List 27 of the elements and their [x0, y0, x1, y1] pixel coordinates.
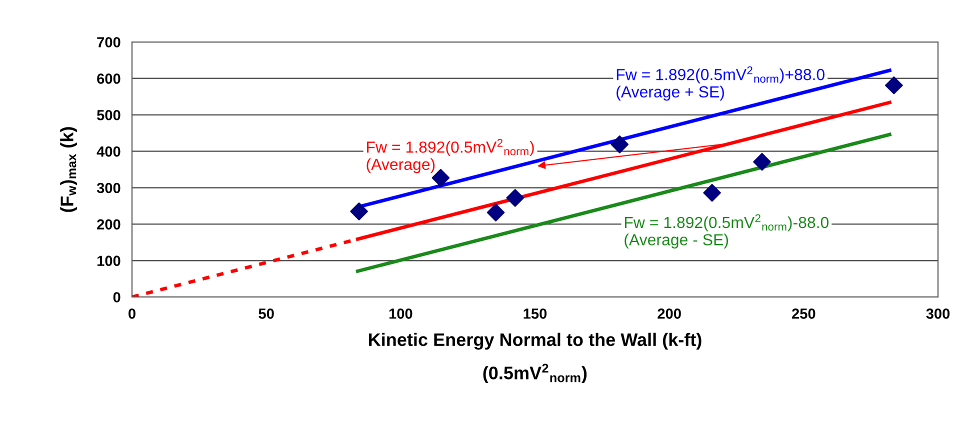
y-tick-label: 600 — [97, 74, 120, 84]
y-tick-label: 500 — [97, 110, 120, 120]
y-tick-label: 400 — [96, 146, 120, 157]
point — [753, 152, 771, 171]
y-tick-label: 100 — [97, 256, 120, 266]
x-tick-label: 150 — [524, 308, 547, 319]
text: Fw = 1.892(0.5mV$^{2}$$_{norm}$)+88.0 (Average + SE) — [616, 66, 824, 101]
y-tick-label: 0 — [113, 292, 120, 302]
point — [486, 204, 505, 222]
point — [703, 184, 721, 202]
y-tick-label: 200 — [97, 219, 120, 230]
y-tick-label: 300 — [96, 182, 120, 194]
x-tick-label: 200 — [658, 308, 681, 319]
text: Fw = 1.892(0.5mV$^{2}$$_{norm}$)-88.0 (Average - SE) — [624, 214, 829, 249]
point — [350, 202, 368, 220]
y-tick-label: 700 — [97, 37, 120, 48]
x-axis-title: Kinetic Energy Normal to the Wall (k-ft) (0.5mV$^{2}$$_{norm}$) — [369, 332, 702, 383]
x-tick-label: 50 — [258, 308, 274, 319]
y-axis-title: (F$_{w}$)$_{max}$ (k) — [60, 127, 77, 212]
point — [610, 135, 629, 154]
x-tick-label: 300 — [926, 308, 950, 319]
x-tick-label: 250 — [792, 308, 816, 319]
point — [885, 76, 903, 94]
point — [506, 189, 524, 207]
x-tick-label: 100 — [389, 308, 412, 319]
x-tick-label: 0 — [128, 308, 136, 319]
text: Fw = 1.892(0.5mV$^{2}$$_{norm}$) (Average) — [366, 138, 534, 174]
